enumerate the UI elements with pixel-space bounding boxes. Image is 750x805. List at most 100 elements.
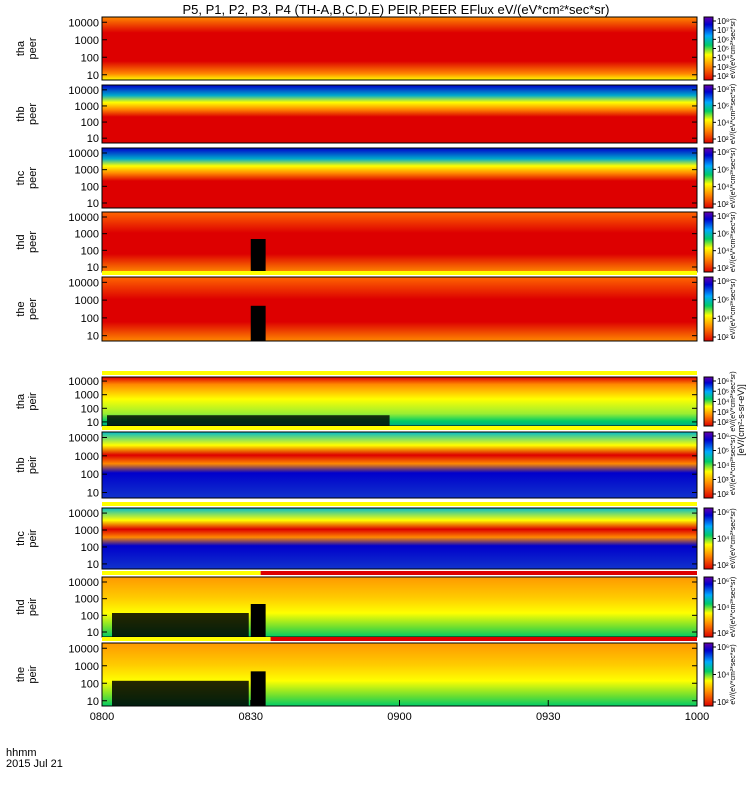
y-tick-label: 1000	[75, 101, 99, 113]
colorbar-tick-label: 10⁸	[717, 17, 729, 26]
colorbar-tick-label: 10⁸	[717, 85, 729, 94]
colorbar-frame	[703, 84, 714, 144]
panel-ylabel-species: peir	[27, 529, 39, 548]
y-tick-label: 100	[81, 469, 99, 481]
colorbar	[704, 643, 713, 706]
y-tick-label: 1000	[75, 451, 99, 463]
y-tick-label: 10	[87, 417, 99, 429]
colorbar-tick-label: 10²	[717, 264, 729, 273]
data-gap	[250, 671, 266, 706]
y-tick-label: 10	[87, 133, 99, 145]
colorbar-tick-label: 10⁶	[717, 229, 729, 238]
y-tick-label: 100	[81, 181, 99, 193]
y-tick-label: 1000	[75, 165, 99, 177]
colorbar-tick-label: 10⁷	[717, 26, 729, 35]
x-axis: 0800 0830 0900 0930 1000	[90, 700, 709, 723]
colorbar-tick-label: 10⁴	[717, 535, 730, 544]
colorbar-tick-label: 10⁶	[717, 296, 729, 305]
colorbar-tick-label: 10⁴	[717, 314, 730, 323]
colorbar-tick-label: 10²	[717, 418, 729, 427]
colorbar-tick-label: 10⁶	[717, 35, 729, 44]
y-tick-label: 10000	[68, 17, 99, 29]
panel-the-peir: 10 100 1000 10000 the peir 10² 10⁴ 10⁶ eV/(eV*cm²…	[15, 637, 737, 708]
colorbar-units: eV/(eV*cm²*sec*sr)	[730, 508, 737, 568]
panel-thc-peir: 10 100 1000 10000 thc peir 10² 10⁴ 10⁶ eV/(eV*cm²…	[15, 502, 737, 571]
panel-ylabel-probe: tha	[15, 40, 27, 56]
y-tick-label: 10000	[68, 376, 99, 388]
x-axis-label: hhmm	[6, 747, 37, 759]
panel-ylabel-probe: thb	[15, 457, 27, 472]
date-label: 2015 Jul 21	[6, 758, 63, 770]
colorbar-tick-label: 10⁴	[717, 247, 730, 256]
status-bar-yellow	[102, 571, 261, 575]
y-tick-label: 1000	[75, 295, 99, 307]
colorbar-units: eV/(eV*cm²*sec*sr)	[730, 84, 737, 144]
y-tick-label: 100	[81, 678, 99, 690]
panel-ylabel-probe: thc	[15, 170, 27, 185]
y-tick-label: 1000	[75, 35, 99, 47]
colorbar	[704, 377, 713, 426]
colorbar-tick-label: 10²	[717, 72, 729, 81]
data-gap	[250, 305, 266, 341]
colorbar	[704, 577, 713, 637]
colorbar-tick-label: 10⁴	[717, 183, 730, 192]
panel-ylabel-probe: the	[15, 301, 27, 316]
colorbar-tick-label: 10³	[717, 476, 729, 485]
panel-ylabel-species: peer	[27, 103, 39, 125]
y-tick-label: 10000	[68, 277, 99, 289]
colorbar-tick-label: 10²	[717, 698, 729, 707]
y-tick-label: 1000	[75, 390, 99, 402]
y-tick-label: 1000	[75, 661, 99, 673]
panel-ylabel-probe: thd	[15, 599, 27, 614]
y-tick-label: 10	[87, 488, 99, 500]
colorbar-tick-label: 10⁵	[717, 387, 729, 396]
panel-thb-peer: 10 100 1000 10000 thb peer 10² 10⁴ 10⁶ 10⁸ eV/(eV*…	[15, 84, 737, 145]
colorbar-tick-label: 10⁶	[717, 165, 729, 174]
data-gap	[250, 604, 266, 637]
y-tick-label: 10	[87, 331, 99, 343]
y-tick-label: 10	[87, 696, 99, 708]
colorbar-tick-label: 10⁶	[717, 643, 729, 652]
chart-title: P5, P1, P2, P3, P4 (TH-A,B,C,D,E) PEIR,P…	[183, 2, 610, 17]
y-tick-label: 10	[87, 559, 99, 571]
colorbar-tick-label: 10²	[717, 629, 729, 638]
y-tick-label: 10000	[68, 577, 99, 589]
panel-thc-peer: 10 100 1000 10000 thc peer 10² 10⁴ 10⁶ 10⁸ eV/(eV*…	[15, 147, 737, 210]
colorbar-tick-label: 10⁴	[717, 603, 730, 612]
panel-frame	[101, 431, 698, 499]
colorbar-tick-label: 10²	[717, 200, 729, 209]
y-tick-label: 1000	[75, 594, 99, 606]
colorbar-tick-label: 10⁴	[717, 118, 730, 127]
colorbar-tick-label: 10⁴	[717, 54, 730, 63]
y-tick-label: 100	[81, 313, 99, 325]
colorbar-tick-label: 10²	[717, 135, 729, 144]
spectrogram-fill	[102, 148, 697, 208]
colorbar	[704, 212, 713, 272]
colorbar-tick-label: 10⁶	[717, 577, 729, 586]
colorbar-tick-label: 10²	[717, 561, 729, 570]
colorbar	[704, 508, 713, 569]
status-bar	[102, 502, 697, 506]
y-tick-label: 10000	[68, 212, 99, 224]
panel-ylabel-species: peir	[27, 665, 39, 684]
panel-ylabel-species: peir	[27, 597, 39, 616]
colorbar-tick-label: 10⁶	[717, 102, 729, 111]
colorbar-tick-label: 10⁶	[717, 432, 729, 441]
colorbar-tick-label: 10²	[717, 490, 729, 499]
y-tick-label: 100	[81, 52, 99, 64]
colorbar-tick-label: 10⁵	[717, 447, 729, 456]
y-tick-label: 10000	[68, 433, 99, 445]
panel-ylabel-probe: tha	[15, 393, 27, 409]
spectrogram-fill	[102, 212, 697, 272]
colorbar-units: eV/(eV*cm²*sec*sr)	[730, 371, 737, 431]
status-bar	[102, 271, 697, 275]
panel-frame	[101, 147, 698, 209]
panel-ylabel-species: peir	[27, 455, 39, 474]
spectrogram-fill	[102, 85, 697, 143]
colorbar-units: eV/(eV*cm²*sec*sr)	[730, 212, 737, 272]
panel-ylabel-probe: thc	[15, 531, 27, 546]
spectrogram-fill	[102, 277, 697, 341]
